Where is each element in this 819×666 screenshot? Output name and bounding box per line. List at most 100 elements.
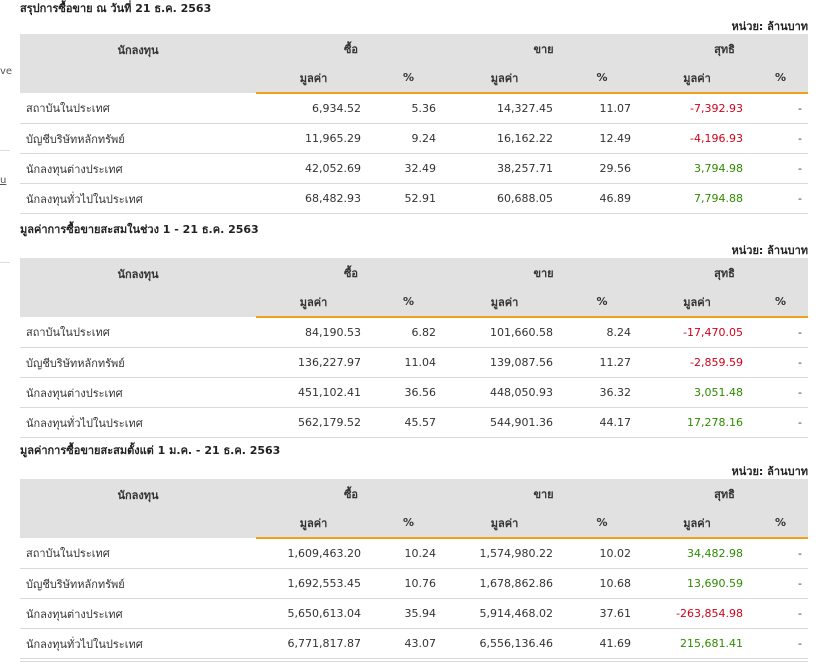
buy-percent: 11.04 — [371, 347, 447, 378]
header-sell: ขาย — [446, 479, 642, 508]
sell-percent: 36.32 — [563, 377, 642, 408]
sell-value: 1,678,862.86 — [446, 568, 564, 599]
unit-label: หน่วย: ล้านบาท — [731, 20, 808, 33]
investor-name: นักลงทุนต่างประเทศ — [20, 153, 256, 184]
footer-divider — [20, 661, 808, 662]
sell-value: 5,914,468.02 — [446, 598, 564, 629]
buy-percent: 35.94 — [371, 598, 447, 629]
sell-value: 448,050.93 — [446, 377, 564, 408]
sell-value: 60,688.05 — [446, 183, 564, 214]
investor-name: บัญชีบริษัทหลักทรัพย์ — [20, 568, 256, 599]
header-net-percent: % — [753, 287, 809, 318]
buy-percent: 10.76 — [371, 568, 447, 599]
table-row: นักลงทุนต่างประเทศ 451,102.41 36.56 448,… — [20, 377, 809, 408]
sell-value: 101,660.58 — [446, 317, 564, 348]
investor-name: นักลงทุนต่างประเทศ — [20, 598, 256, 629]
table-row: สถาบันในประเทศ 84,190.53 6.82 101,660.58… — [20, 317, 809, 348]
net-value: -4,196.93 — [641, 123, 754, 154]
header-buy: ซื้อ — [256, 34, 447, 63]
header-net-value: มูลค่า — [641, 287, 754, 318]
net-percent: - — [753, 407, 809, 438]
buy-value: 68,482.93 — [256, 183, 371, 214]
net-value: 215,681.41 — [641, 628, 754, 659]
daily-summary-section: สรุปการซื้อขาย ณ วันที่ 21 ธ.ค. 2563 หน่… — [20, 0, 809, 214]
buy-value: 6,934.52 — [256, 93, 371, 124]
header-sell: ขาย — [446, 258, 642, 287]
buy-percent: 9.24 — [371, 123, 447, 154]
buy-percent: 6.82 — [371, 317, 447, 348]
buy-value: 84,190.53 — [256, 317, 371, 348]
header-sell-percent: % — [563, 63, 642, 94]
section-title: มูลค่าการซื้อขายสะสมในช่วง 1 - 21 ธ.ค. 2… — [20, 223, 259, 236]
section-title: มูลค่าการซื้อขายสะสมตั้งแต่ 1 ม.ค. - 21 … — [20, 444, 281, 457]
net-percent: - — [753, 153, 809, 184]
header-buy-percent: % — [371, 508, 447, 539]
header-net-percent: % — [753, 508, 809, 539]
net-value: -263,854.98 — [641, 598, 754, 629]
sell-percent: 41.69 — [563, 628, 642, 659]
investor-name: สถาบันในประเทศ — [20, 93, 256, 124]
buy-percent: 10.24 — [371, 538, 447, 569]
unit-label: หน่วย: ล้านบาท — [731, 465, 808, 478]
sell-percent: 11.07 — [563, 93, 642, 124]
header-sell-value: มูลค่า — [446, 508, 564, 539]
sell-value: 1,574,980.22 — [446, 538, 564, 569]
buy-percent: 45.57 — [371, 407, 447, 438]
net-percent: - — [753, 568, 809, 599]
buy-percent: 32.49 — [371, 153, 447, 184]
sidebar-fragment-text: ve — [0, 66, 13, 77]
net-value: -7,392.93 — [641, 93, 754, 124]
header-sell-value: มูลค่า — [446, 287, 564, 318]
buy-value: 42,052.69 — [256, 153, 371, 184]
header-investor: นักลงทุน — [20, 479, 256, 538]
investor-name: นักลงทุนทั่วไปในประเทศ — [20, 628, 256, 659]
header-investor: นักลงทุน — [20, 258, 256, 317]
sell-percent: 37.61 — [563, 598, 642, 629]
header-sell: ขาย — [446, 34, 642, 63]
table-row: สถาบันในประเทศ 6,934.52 5.36 14,327.45 1… — [20, 93, 809, 124]
header-buy-percent: % — [371, 287, 447, 318]
net-percent: - — [753, 183, 809, 214]
header-sell-percent: % — [563, 287, 642, 318]
section-title: สรุปการซื้อขาย ณ วันที่ 21 ธ.ค. 2563 — [20, 2, 212, 15]
net-percent: - — [753, 628, 809, 659]
investor-name: สถาบันในประเทศ — [20, 317, 256, 348]
header-net: สุทธิ — [641, 258, 809, 287]
sell-percent: 29.56 — [563, 153, 642, 184]
sell-percent: 44.17 — [563, 407, 642, 438]
month-to-date-section: มูลค่าการซื้อขายสะสมในช่วง 1 - 21 ธ.ค. 2… — [20, 221, 809, 438]
sell-value: 16,162.22 — [446, 123, 564, 154]
buy-percent: 36.56 — [371, 377, 447, 408]
net-value: 34,482.98 — [641, 538, 754, 569]
sell-percent: 10.68 — [563, 568, 642, 599]
header-net: สุทธิ — [641, 34, 809, 63]
buy-value: 1,609,463.20 — [256, 538, 371, 569]
sidebar-fragment-link[interactable]: u — [0, 175, 7, 186]
header-sell-value: มูลค่า — [446, 63, 564, 94]
net-value: 13,690.59 — [641, 568, 754, 599]
buy-percent: 43.07 — [371, 628, 447, 659]
sell-percent: 12.49 — [563, 123, 642, 154]
sell-value: 544,901.36 — [446, 407, 564, 438]
header-sell-percent: % — [563, 508, 642, 539]
header-buy: ซื้อ — [256, 258, 447, 287]
header-net-value: มูลค่า — [641, 63, 754, 94]
buy-value: 1,692,553.45 — [256, 568, 371, 599]
table-row: นักลงทุนต่างประเทศ 42,052.69 32.49 38,25… — [20, 153, 809, 184]
sell-percent: 8.24 — [563, 317, 642, 348]
table-row: นักลงทุนทั่วไปในประเทศ 562,179.52 45.57 … — [20, 407, 809, 438]
sidebar-divider — [0, 150, 10, 151]
year-to-date-section: มูลค่าการซื้อขายสะสมตั้งแต่ 1 ม.ค. - 21 … — [20, 442, 809, 659]
investor-name: นักลงทุนทั่วไปในประเทศ — [20, 183, 256, 214]
sidebar-divider — [0, 262, 10, 263]
investor-name: นักลงทุนต่างประเทศ — [20, 377, 256, 408]
header-net-percent: % — [753, 63, 809, 94]
investor-name: นักลงทุนทั่วไปในประเทศ — [20, 407, 256, 438]
buy-value: 136,227.97 — [256, 347, 371, 378]
buy-value: 562,179.52 — [256, 407, 371, 438]
net-value: -17,470.05 — [641, 317, 754, 348]
sell-value: 38,257.71 — [446, 153, 564, 184]
sell-value: 6,556,136.46 — [446, 628, 564, 659]
header-buy-value: มูลค่า — [256, 63, 371, 94]
net-percent: - — [753, 123, 809, 154]
